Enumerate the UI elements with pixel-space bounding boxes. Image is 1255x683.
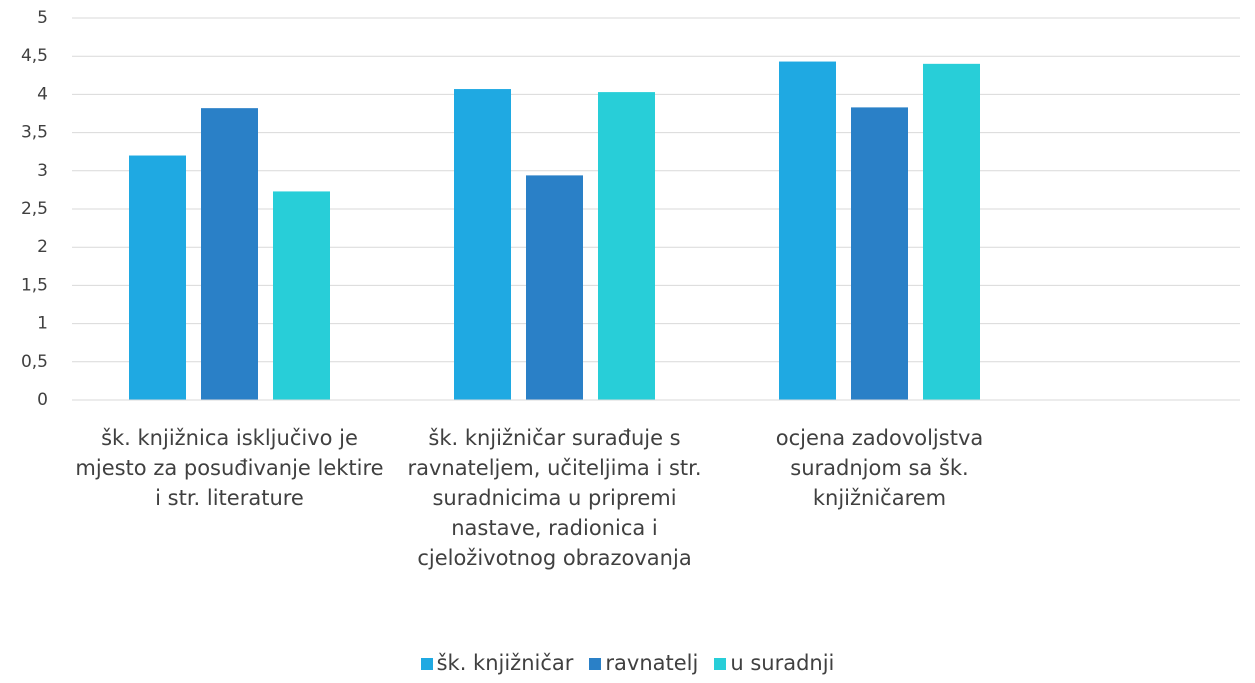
legend-item: u suradnji	[714, 651, 834, 675]
y-tick-label: 1,5	[21, 275, 48, 295]
x-tick-label: šk. knjižničar surađuje s ravnateljem, u…	[407, 426, 702, 570]
legend-item: ravnatelj	[589, 651, 698, 675]
legend: šk. knjižničar ravnatelj u suradnji	[0, 651, 1255, 675]
legend-label: ravnatelj	[605, 651, 699, 675]
bar	[923, 63, 980, 401]
y-tick-label: 4	[37, 84, 48, 104]
y-tick-label: 0	[37, 390, 48, 410]
y-tick-label: 1	[37, 314, 48, 334]
legend-label: šk. knjižničar	[436, 651, 574, 675]
y-tick-label: 3,5	[21, 123, 48, 143]
legend-swatch	[420, 658, 433, 670]
bar	[454, 89, 511, 400]
bar	[273, 191, 330, 400]
y-tick-label: 2	[37, 237, 48, 257]
y-tick-label: 0,5	[21, 352, 48, 372]
bar	[201, 108, 258, 400]
y-tick-label: 5	[37, 8, 48, 28]
legend-item: šk. knjižničar	[420, 651, 574, 675]
y-tick-label: 2,5	[21, 199, 48, 219]
legend-label: u suradnji	[730, 651, 835, 675]
x-tick-label: ocjena zadovoljstva suradnjom sa šk. knj…	[775, 426, 984, 510]
y-tick-label: 3	[37, 161, 48, 181]
bar	[851, 107, 908, 400]
bar	[526, 175, 583, 400]
bar	[129, 155, 186, 400]
bar	[598, 92, 655, 400]
legend-swatch	[714, 658, 727, 670]
x-tick-label: šk. knjižnica isključivo je mjesto za po…	[75, 426, 384, 510]
bar	[779, 61, 836, 400]
y-tick-label: 4,5	[21, 46, 48, 66]
legend-swatch	[589, 658, 602, 670]
